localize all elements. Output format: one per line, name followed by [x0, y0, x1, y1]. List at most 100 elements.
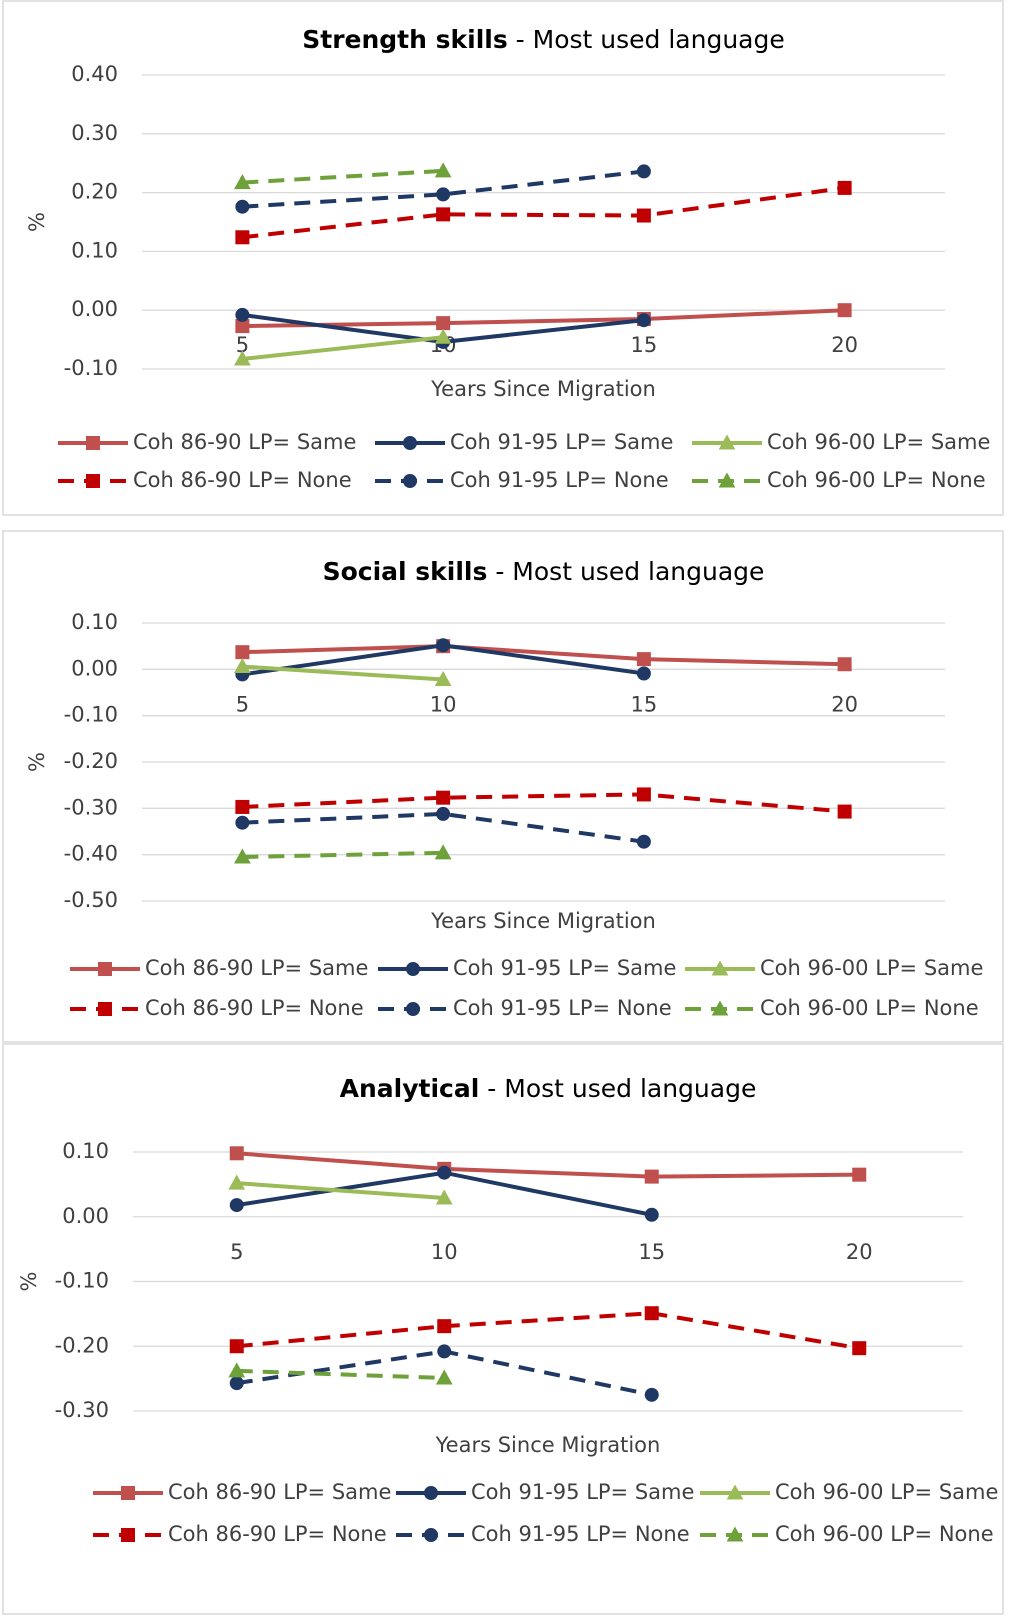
- y-axis-label: %: [25, 752, 49, 772]
- marker: [837, 657, 852, 672]
- x-tick-label: 5: [236, 692, 249, 716]
- legend-label: Coh 86-90 LP= None: [145, 996, 364, 1020]
- marker: [234, 848, 251, 864]
- marker: [229, 1376, 244, 1391]
- marker: [86, 474, 100, 488]
- legend-label: Coh 96-00 LP= Same: [775, 1480, 998, 1504]
- legend-label: Coh 91-95 LP= Same: [453, 956, 676, 980]
- legend-label: Coh 96-00 LP= Same: [767, 430, 990, 454]
- panel-frame: [2, 0, 1004, 516]
- x-tick-label: 15: [631, 333, 658, 357]
- series-line: [242, 308, 845, 329]
- legend-label: Coh 91-95 LP= Same: [471, 1480, 694, 1504]
- y-tick-label: 0.30: [71, 121, 118, 145]
- marker: [229, 1198, 244, 1213]
- marker: [718, 434, 736, 450]
- marker: [726, 1526, 744, 1542]
- y-tick-label: -0.30: [64, 795, 118, 819]
- chart-title: Social skills - Most used language: [323, 557, 765, 586]
- y-tick-label: 0.00: [71, 297, 118, 321]
- marker: [436, 790, 451, 805]
- legend-label: Coh 96-00 LP= None: [767, 468, 986, 492]
- marker: [434, 844, 452, 860]
- marker: [435, 1189, 453, 1205]
- legend-label: Coh 96-00 LP= None: [760, 996, 979, 1020]
- y-tick-label: -0.20: [64, 749, 118, 773]
- y-tick-label: 0.10: [62, 1139, 109, 1163]
- marker: [852, 1341, 867, 1356]
- legend-label: Coh 86-90 LP= Same: [168, 1480, 391, 1504]
- y-tick-label: -0.40: [64, 842, 118, 866]
- legend-label: Coh 91-95 LP= None: [471, 1522, 690, 1546]
- marker: [434, 670, 452, 687]
- x-tick-label: 20: [831, 333, 858, 357]
- marker: [436, 806, 451, 821]
- marker: [435, 1369, 453, 1385]
- y-tick-label: -0.20: [55, 1333, 109, 1357]
- legend-label: Coh 86-90 LP= None: [133, 468, 352, 492]
- series-line: [236, 1311, 860, 1351]
- marker: [436, 316, 451, 331]
- marker: [406, 962, 420, 976]
- marker: [406, 1002, 420, 1016]
- title-main: Analytical: [340, 1074, 480, 1103]
- marker: [434, 328, 452, 344]
- legend-label: Coh 91-95 LP= None: [453, 996, 672, 1020]
- title-sub: - Most used language: [487, 557, 764, 586]
- marker: [86, 436, 100, 450]
- marker: [837, 180, 852, 195]
- marker: [644, 1207, 659, 1222]
- marker: [234, 658, 251, 674]
- marker: [726, 1484, 744, 1500]
- marker: [234, 174, 251, 190]
- y-tick-label: 0.10: [71, 610, 118, 634]
- marker: [852, 1167, 867, 1182]
- marker: [636, 666, 651, 681]
- marker: [437, 1319, 452, 1334]
- marker: [636, 313, 651, 328]
- legend-label: Coh 91-95 LP= None: [450, 468, 669, 492]
- marker: [711, 1000, 729, 1016]
- marker: [228, 1362, 246, 1378]
- marker: [437, 1344, 452, 1359]
- series-line: [242, 792, 845, 814]
- marker: [636, 834, 651, 849]
- legend-label: Coh 86-90 LP= Same: [145, 956, 368, 980]
- y-axis-label: %: [17, 1272, 41, 1292]
- x-tick-label: 10: [431, 1240, 458, 1264]
- x-tick-label: 5: [236, 333, 249, 357]
- y-tick-label: 0.00: [62, 1204, 109, 1228]
- title-main: Social skills: [323, 557, 488, 586]
- marker: [235, 645, 250, 660]
- marker: [403, 474, 417, 488]
- x-tick-label: 20: [846, 1240, 873, 1264]
- x-tick-label: 5: [230, 1240, 243, 1264]
- series-line: [236, 1181, 445, 1200]
- marker: [235, 815, 250, 830]
- series-line: [242, 335, 444, 361]
- marker: [644, 1169, 659, 1184]
- marker: [424, 1528, 438, 1542]
- marker: [121, 1528, 135, 1542]
- marker: [837, 303, 852, 318]
- series-line: [242, 644, 845, 667]
- y-tick-label: 0.20: [71, 180, 118, 204]
- title-sub: - Most used language: [508, 25, 785, 54]
- marker: [636, 652, 651, 667]
- series-line: [236, 1368, 445, 1380]
- marker: [121, 1486, 135, 1500]
- marker: [636, 787, 651, 802]
- title-sub: - Most used language: [479, 1074, 756, 1103]
- series-line: [242, 811, 645, 844]
- y-tick-label: 0.40: [71, 62, 118, 86]
- marker: [403, 436, 417, 450]
- marker: [434, 162, 452, 178]
- marker: [229, 1146, 244, 1161]
- y-tick-label: -0.30: [55, 1398, 109, 1422]
- series-line: [242, 168, 444, 185]
- legend-label: Coh 86-90 LP= None: [168, 1522, 387, 1546]
- marker: [837, 804, 852, 819]
- series-line: [242, 185, 845, 240]
- marker: [235, 230, 250, 245]
